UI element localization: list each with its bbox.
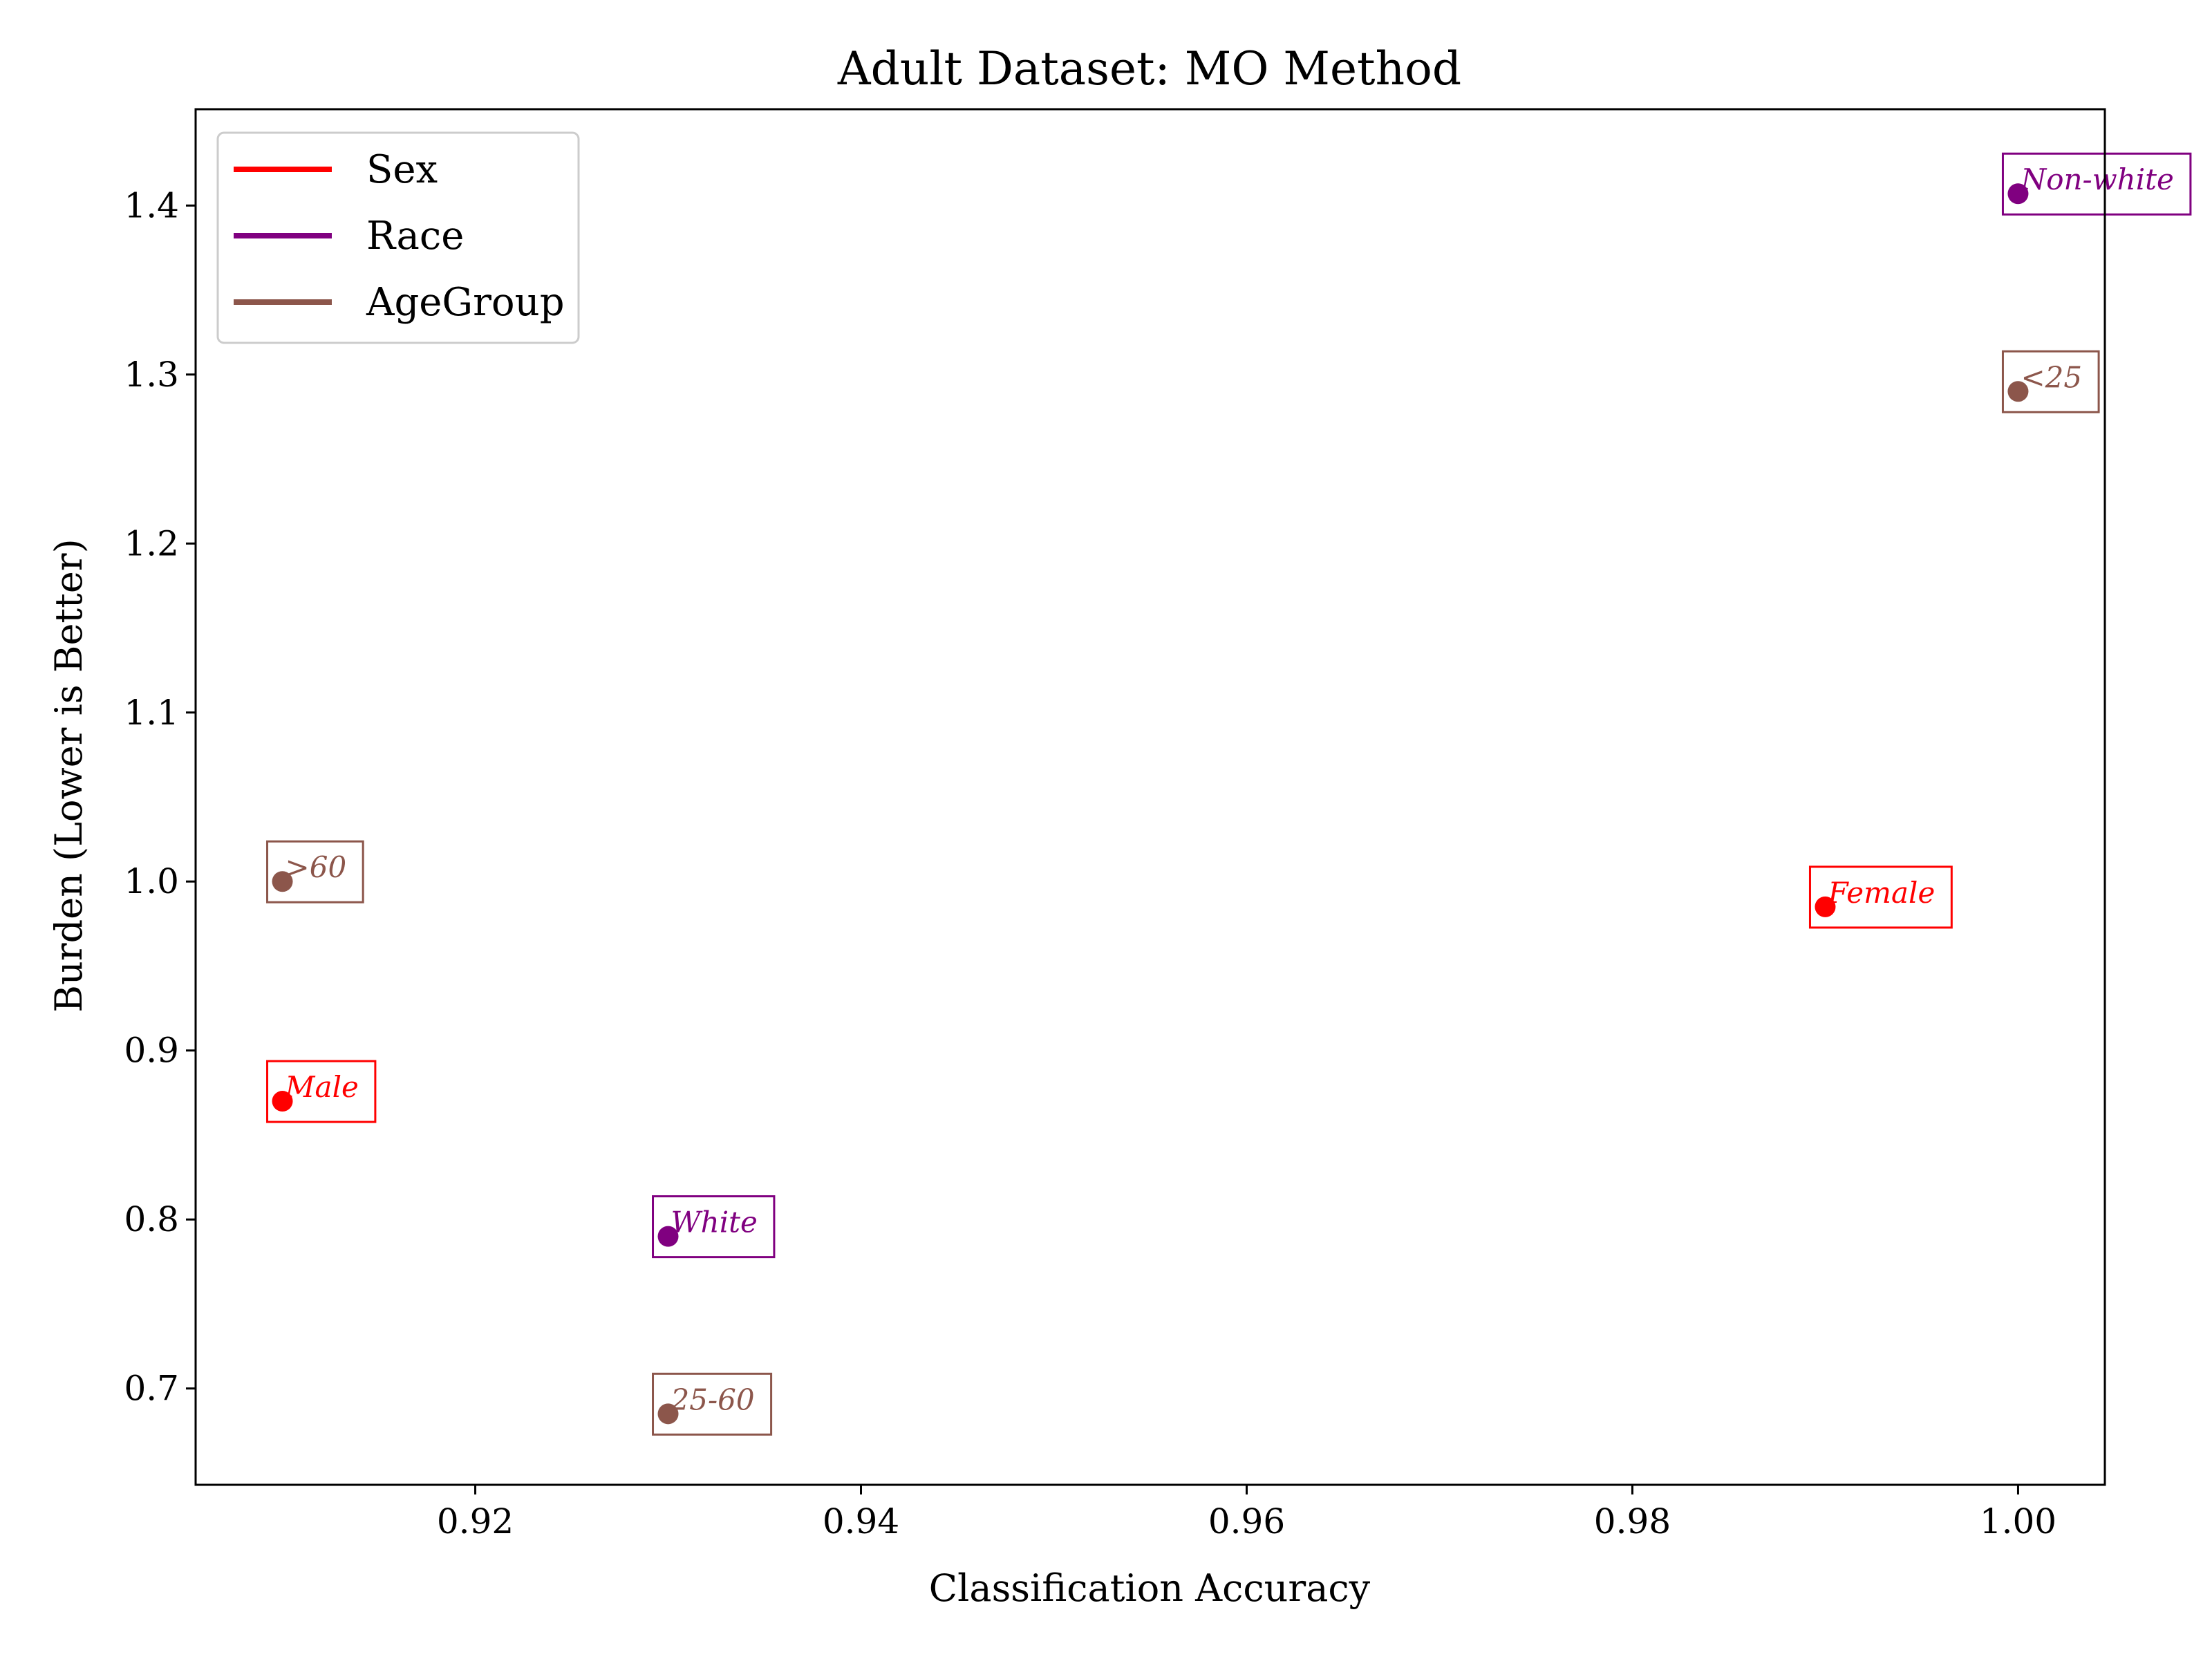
- point-label-box: [1808, 865, 1953, 929]
- point-group: White: [652, 1195, 776, 1259]
- x-tick-label: 0.98: [1594, 1501, 1671, 1541]
- point-label-box: [266, 1060, 377, 1123]
- point-label: Male: [285, 1070, 359, 1104]
- x-tick-label: 1.00: [1980, 1501, 2056, 1541]
- y-tick-label: 1.2: [124, 523, 179, 563]
- legend-entry: Race: [366, 214, 464, 259]
- point-label: >60: [285, 850, 347, 884]
- legend: Sex Race AgeGroup: [216, 131, 580, 344]
- data-point: [657, 1403, 679, 1425]
- data-point: [2007, 183, 2029, 205]
- point-group: 25-60: [652, 1372, 773, 1436]
- data-point: [272, 871, 293, 892]
- point-label: 25-60: [671, 1382, 755, 1416]
- chart-title: Adult Dataset: MO Method: [837, 42, 1461, 95]
- point-label: Non-white: [2020, 162, 2173, 196]
- y-tick-label: 0.8: [124, 1199, 179, 1239]
- point-label-box: [652, 1372, 773, 1436]
- point-group: Male: [266, 1060, 377, 1123]
- point-label: <25: [2021, 360, 2082, 394]
- legend-box: [216, 131, 580, 344]
- data-point: [1815, 896, 1836, 917]
- x-tick-label: 0.94: [823, 1501, 899, 1541]
- point-label: White: [671, 1206, 758, 1239]
- y-axis-ticks: 0.7 0.8 0.9 1.0 1.1 1.2 1.3 1.4: [124, 185, 196, 1409]
- y-tick-label: 1.4: [124, 185, 179, 225]
- y-tick-label: 0.9: [124, 1031, 179, 1071]
- y-tick-label: 1.1: [124, 693, 179, 733]
- y-axis-label: Burden (Lower is Better): [47, 538, 91, 1012]
- data-point: [657, 1226, 679, 1247]
- x-tick-label: 0.96: [1208, 1501, 1285, 1541]
- y-tick-label: 0.7: [124, 1369, 179, 1409]
- x-axis-ticks: 0.92 0.94 0.96 0.98 1.00: [437, 1485, 2056, 1541]
- legend-entry: Sex: [366, 147, 438, 192]
- x-axis-label: Classification Accuracy: [929, 1566, 1371, 1610]
- point-group: <25: [2001, 350, 2100, 413]
- point-label-box: [266, 840, 364, 903]
- data-points: Male Female White Non-white >60 25-60 <25: [266, 152, 2192, 1436]
- point-group: >60: [266, 840, 364, 903]
- data-point: [272, 1091, 293, 1112]
- plot-frame: [194, 108, 2106, 1486]
- point-group: Non-white: [2001, 152, 2192, 216]
- y-tick-label: 1.0: [124, 861, 179, 901]
- x-tick-label: 0.92: [437, 1501, 514, 1541]
- data-point: [2007, 381, 2029, 402]
- point-label-box: [2001, 152, 2192, 216]
- y-tick-label: 1.3: [124, 355, 179, 395]
- point-group: Female: [1808, 865, 1953, 929]
- point-label-box: [652, 1195, 776, 1259]
- legend-entry: AgeGroup: [366, 280, 565, 325]
- point-label: Female: [1827, 876, 1935, 910]
- point-label-box: [2001, 350, 2100, 413]
